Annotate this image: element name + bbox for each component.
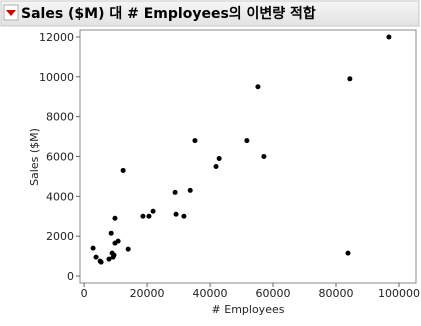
- point: [347, 76, 353, 82]
- point: [181, 213, 187, 219]
- y-tick-label: 10000: [39, 71, 74, 84]
- y-tick-label: 0: [67, 270, 74, 283]
- point: [120, 167, 126, 173]
- x-tick-label: 60000: [256, 287, 291, 300]
- point: [173, 211, 179, 217]
- x-axis-label: # Employees: [212, 303, 285, 316]
- point: [93, 254, 99, 260]
- x-tick-label: 40000: [193, 287, 228, 300]
- y-tick-label: 6000: [46, 151, 74, 164]
- y-tick-label: 2000: [46, 230, 74, 243]
- x-tick-label: 80000: [319, 287, 354, 300]
- x-tick-label: 0: [81, 287, 88, 300]
- point: [187, 187, 193, 193]
- chart-title: Sales ($M) 대 # Employees의 이변량 적합: [21, 5, 316, 22]
- point: [213, 163, 219, 169]
- point: [98, 259, 104, 265]
- y-tick-label: 8000: [46, 111, 74, 124]
- point: [255, 84, 261, 90]
- point: [112, 215, 118, 221]
- x-tick-label: 20000: [130, 287, 165, 300]
- y-tick-label: 12000: [39, 31, 74, 44]
- point: [140, 213, 146, 219]
- point: [90, 245, 96, 251]
- point: [146, 213, 152, 219]
- red-triangle[interactable]: [6, 10, 16, 16]
- point: [216, 155, 222, 161]
- point: [261, 154, 267, 159]
- point: [115, 238, 121, 244]
- point: [111, 252, 117, 258]
- y-tick-label: 4000: [46, 190, 74, 203]
- point: [106, 256, 112, 262]
- point: [150, 208, 156, 214]
- point: [192, 138, 198, 144]
- point: [172, 189, 178, 195]
- point: [345, 250, 351, 256]
- y-axis-label: Sales ($M): [28, 128, 41, 186]
- point: [125, 246, 131, 252]
- point: [108, 230, 114, 236]
- x-tick-label: 100000: [378, 287, 420, 300]
- point: [244, 138, 250, 144]
- point: [386, 34, 392, 40]
- title-bar: [0, 0, 420, 27]
